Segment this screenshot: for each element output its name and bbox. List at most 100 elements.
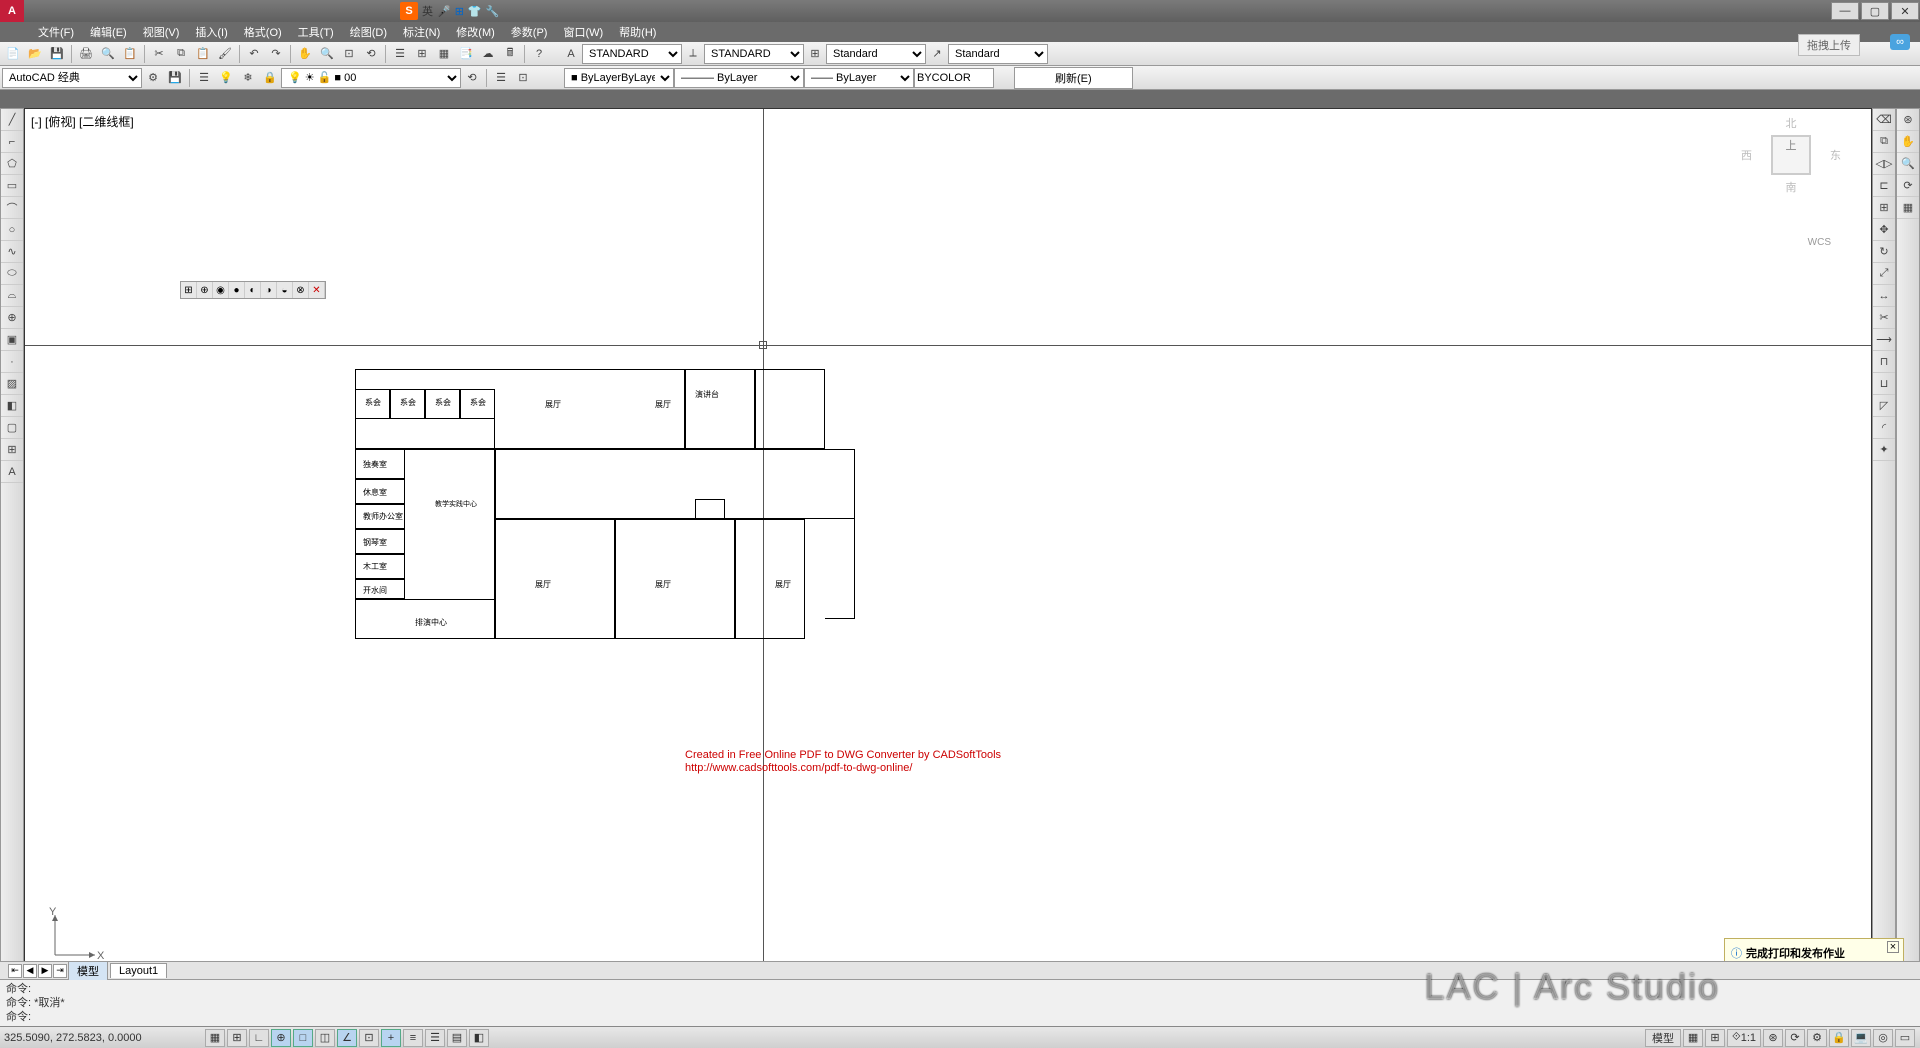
- tool-palette-icon[interactable]: ▦: [434, 44, 454, 64]
- chamfer-icon[interactable]: ◸: [1873, 395, 1895, 417]
- layer-prev-icon[interactable]: ⟲: [462, 68, 482, 88]
- extend-icon[interactable]: ⟶: [1873, 329, 1895, 351]
- ducs-toggle[interactable]: ⊡: [359, 1029, 379, 1047]
- upload-label[interactable]: 拖拽上传: [1798, 34, 1860, 56]
- hardware-icon[interactable]: 💻: [1851, 1029, 1871, 1047]
- clean-screen-icon[interactable]: ▭: [1895, 1029, 1915, 1047]
- redo-icon[interactable]: ↷: [266, 44, 286, 64]
- insert-icon[interactable]: ⊕: [1, 307, 23, 329]
- zoom-win-icon[interactable]: ⊡: [339, 44, 359, 64]
- mirror-icon[interactable]: ◁▷: [1873, 153, 1895, 175]
- offset-icon[interactable]: ⊏: [1873, 175, 1895, 197]
- mleader-style-select[interactable]: Standard: [948, 44, 1048, 64]
- layer-iso-icon[interactable]: ⊡: [513, 68, 533, 88]
- otrack-toggle[interactable]: ∠: [337, 1029, 357, 1047]
- dimstyle-icon[interactable]: ⟂: [683, 44, 703, 64]
- workspace-select[interactable]: AutoCAD 经典: [2, 68, 142, 88]
- anno-scale[interactable]: ⟐ 1:1: [1727, 1029, 1761, 1047]
- array-icon[interactable]: ⊞: [1873, 197, 1895, 219]
- tab-last-icon[interactable]: ⇥: [53, 964, 67, 978]
- ime-icon2[interactable]: ⊞: [455, 5, 464, 18]
- join-icon[interactable]: ⊔: [1873, 373, 1895, 395]
- maximize-button[interactable]: ▢: [1861, 2, 1889, 20]
- cmd-prompt[interactable]: 命令:: [6, 1010, 1914, 1024]
- menu-window[interactable]: 窗口(W): [555, 24, 611, 40]
- text-style-select[interactable]: STANDARD: [582, 44, 682, 64]
- pan-icon[interactable]: ✋: [295, 44, 315, 64]
- copy-icon[interactable]: ⧉: [171, 44, 191, 64]
- viewcube[interactable]: 北 西 上 东 南: [1741, 115, 1841, 255]
- menu-format[interactable]: 格式(O): [236, 24, 290, 40]
- osnap-toggle[interactable]: □: [293, 1029, 313, 1047]
- layer-select[interactable]: 💡 ☀ 🔓 ■ 00: [281, 68, 461, 88]
- menu-modify[interactable]: 修改(M): [448, 24, 503, 40]
- tpy-toggle[interactable]: ☰: [425, 1029, 445, 1047]
- nav-zoom-icon[interactable]: 🔍: [1897, 153, 1919, 175]
- copy-obj-icon[interactable]: ⧉: [1873, 131, 1895, 153]
- line-icon[interactable]: ╱: [1, 109, 23, 131]
- nav-pan-icon[interactable]: ✋: [1897, 131, 1919, 153]
- new-icon[interactable]: 📄: [3, 44, 23, 64]
- menu-help[interactable]: 帮助(H): [611, 24, 664, 40]
- tab-prev-icon[interactable]: ◀: [23, 964, 37, 978]
- ellipse-icon[interactable]: ⬭: [1, 263, 23, 285]
- anno-vis-icon[interactable]: ⊛: [1763, 1029, 1783, 1047]
- vs-shaded-icon[interactable]: ◑: [261, 282, 277, 298]
- arc-icon[interactable]: ⌒: [1, 197, 23, 219]
- point-icon[interactable]: ·: [1, 351, 23, 373]
- table-style-select[interactable]: Standard: [826, 44, 926, 64]
- nav-orbit-icon[interactable]: ⟳: [1897, 175, 1919, 197]
- refresh-menu[interactable]: 刷新(E): [1014, 67, 1133, 89]
- ellipse-arc-icon[interactable]: ⌓: [1, 285, 23, 307]
- fillet-icon[interactable]: ◜: [1873, 417, 1895, 439]
- ime-icon[interactable]: 🎤: [437, 5, 451, 18]
- block-icon[interactable]: ▣: [1, 329, 23, 351]
- polygon-icon[interactable]: ⬠: [1, 153, 23, 175]
- lineweight-select[interactable]: —— ByLayer: [804, 68, 914, 88]
- menu-view[interactable]: 视图(V): [135, 24, 188, 40]
- ime-icon4[interactable]: 🔧: [486, 5, 500, 18]
- menu-file[interactable]: 文件(F): [30, 24, 82, 40]
- viewport-label[interactable]: [-] [俯视] [二维线框]: [31, 113, 134, 130]
- vs-wire-icon[interactable]: ⊕: [197, 282, 213, 298]
- nav-wheel-icon[interactable]: ⊛: [1897, 109, 1919, 131]
- pline-icon[interactable]: ⌐: [1, 131, 23, 153]
- erase-icon[interactable]: ⌫: [1873, 109, 1895, 131]
- ortho-toggle[interactable]: ∟: [249, 1029, 269, 1047]
- balloon-close-icon[interactable]: ×: [1887, 941, 1899, 953]
- markup-icon[interactable]: ☁: [478, 44, 498, 64]
- wcs-label[interactable]: WCS: [1808, 237, 1831, 248]
- tablestyle-icon[interactable]: ⊞: [805, 44, 825, 64]
- vs-close-icon[interactable]: ✕: [309, 282, 325, 298]
- publish-icon[interactable]: 📋: [120, 44, 140, 64]
- viewport[interactable]: [-] [俯视] [二维线框] ⊞ ⊕ ◉ ● ◐ ◑ ◒ ⊗ ✕: [24, 108, 1872, 976]
- ws-switch-icon[interactable]: ⚙: [1807, 1029, 1827, 1047]
- region-icon[interactable]: ▢: [1, 417, 23, 439]
- layer-on-icon[interactable]: 💡: [216, 68, 236, 88]
- tab-first-icon[interactable]: ⇤: [8, 964, 22, 978]
- cut-icon[interactable]: ✂: [149, 44, 169, 64]
- dc-icon[interactable]: ⊞: [412, 44, 432, 64]
- cloud-icon[interactable]: ∞: [1890, 34, 1910, 50]
- save-icon[interactable]: 💾: [47, 44, 67, 64]
- move-icon[interactable]: ✥: [1873, 219, 1895, 241]
- rotate-icon[interactable]: ↻: [1873, 241, 1895, 263]
- layer-freeze-icon[interactable]: ❄: [238, 68, 258, 88]
- command-window[interactable]: 命令: 命令: *取消* 命令:: [0, 979, 1920, 1026]
- grid-toggle[interactable]: ⊞: [227, 1029, 247, 1047]
- properties-icon[interactable]: ☰: [390, 44, 410, 64]
- sogou-icon[interactable]: S: [400, 2, 418, 20]
- calc-icon[interactable]: 🖩: [500, 44, 520, 64]
- tab-next-icon[interactable]: ▶: [38, 964, 52, 978]
- vs-sketch-icon[interactable]: ◒: [277, 282, 293, 298]
- zoom-rt-icon[interactable]: 🔍: [317, 44, 337, 64]
- trim-icon[interactable]: ✂: [1873, 307, 1895, 329]
- preview-icon[interactable]: 🔍: [98, 44, 118, 64]
- zoom-prev-icon[interactable]: ⟲: [361, 44, 381, 64]
- circle-icon[interactable]: ○: [1, 219, 23, 241]
- break-icon[interactable]: ⊓: [1873, 351, 1895, 373]
- anno-auto-icon[interactable]: ⟳: [1785, 1029, 1805, 1047]
- lwt-toggle[interactable]: ≡: [403, 1029, 423, 1047]
- mtext-icon[interactable]: A: [1, 461, 23, 483]
- undo-icon[interactable]: ↶: [244, 44, 264, 64]
